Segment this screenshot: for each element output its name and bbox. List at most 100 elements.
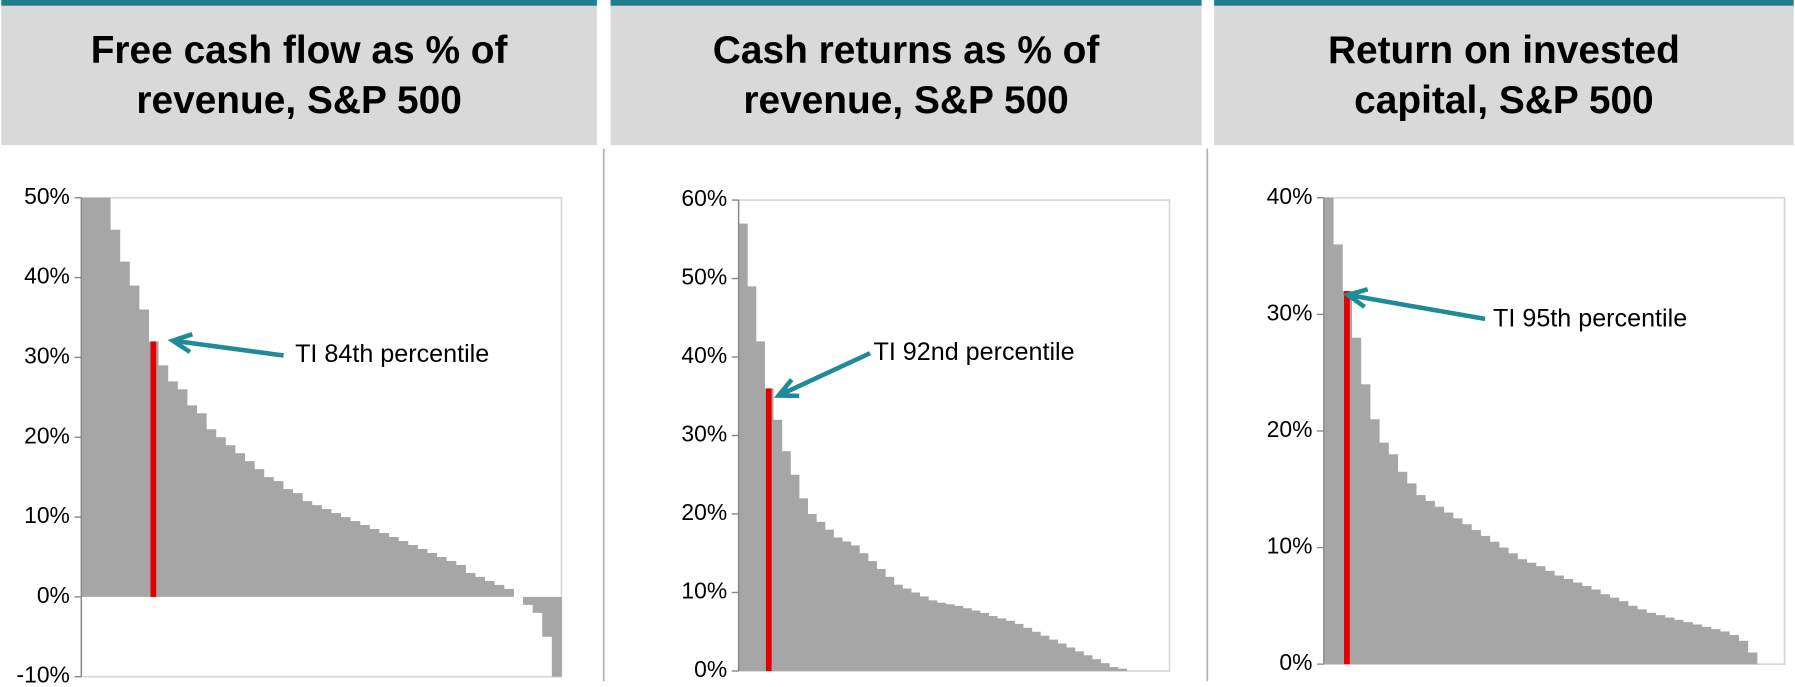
bar — [1609, 597, 1620, 665]
header — [610, 0, 1202, 146]
highlight-bar — [765, 388, 772, 671]
bar — [484, 580, 495, 597]
bar — [369, 529, 380, 597]
bar — [177, 389, 188, 597]
bar — [1563, 579, 1574, 665]
bar — [954, 605, 964, 671]
bar — [292, 493, 303, 597]
y-tick-label: 10% — [1267, 533, 1313, 559]
bar — [254, 469, 265, 597]
bar — [893, 584, 903, 671]
y-tick-label: 0% — [37, 582, 70, 608]
bar — [359, 525, 370, 597]
bar — [330, 513, 342, 597]
bar — [186, 405, 198, 597]
y-tick-label: 20% — [681, 499, 727, 525]
bar — [465, 572, 476, 597]
bar — [90, 197, 101, 597]
header — [1, 0, 597, 146]
bar — [1618, 601, 1629, 665]
bar — [1388, 454, 1399, 665]
bar — [119, 261, 130, 597]
bar — [1066, 647, 1076, 671]
y-tick-label: 10% — [681, 578, 727, 604]
bar — [234, 453, 246, 597]
bar — [523, 596, 534, 605]
bar — [321, 509, 332, 597]
bar — [919, 596, 929, 671]
bar — [1397, 471, 1408, 665]
y-tick-label: 0% — [694, 656, 727, 682]
bar — [1627, 605, 1638, 665]
y-tick-label: 40% — [24, 263, 70, 289]
bar — [196, 413, 207, 597]
bar — [455, 564, 466, 597]
chart-title: revenue, S&P 500 — [743, 79, 1068, 122]
bar — [1048, 639, 1058, 671]
bar — [1416, 495, 1426, 665]
y-tick-label: 40% — [1267, 183, 1313, 209]
y-tick-label: 40% — [681, 342, 727, 368]
bar — [273, 481, 284, 597]
bar — [110, 229, 121, 597]
bar — [1738, 640, 1749, 665]
header-accent — [1214, 0, 1794, 6]
bar — [129, 285, 140, 597]
bar — [1109, 667, 1119, 671]
bar — [1083, 655, 1093, 671]
bar — [1351, 337, 1362, 665]
bar — [1100, 663, 1110, 671]
bar — [979, 612, 990, 671]
bar — [1683, 622, 1693, 665]
header — [1214, 0, 1794, 146]
bar — [1655, 615, 1666, 665]
bar — [816, 521, 826, 671]
bar — [436, 556, 447, 597]
bar — [1443, 512, 1454, 665]
bar — [885, 576, 895, 671]
bar — [1692, 624, 1703, 665]
y-tick-label: 30% — [24, 342, 70, 368]
bar — [790, 474, 800, 671]
bar — [738, 223, 748, 671]
bar — [81, 197, 92, 597]
bar — [282, 489, 294, 597]
annotation: TI 95th percentile — [1493, 305, 1687, 333]
bar — [206, 429, 217, 597]
bar — [1471, 530, 1481, 665]
bar — [962, 608, 972, 671]
chart-title: Return on invested — [1328, 29, 1680, 72]
bar — [945, 604, 955, 671]
bar — [1489, 541, 1500, 665]
bar — [1581, 586, 1592, 665]
y-tick-label: 20% — [24, 422, 70, 448]
header-accent — [610, 0, 1202, 6]
bar — [427, 552, 438, 597]
bar — [532, 596, 543, 613]
y-tick-label: 50% — [24, 183, 70, 209]
bar — [1425, 500, 1435, 665]
decorations — [602, 148, 1209, 682]
bar — [1040, 635, 1050, 671]
bar — [833, 537, 843, 671]
bar — [1014, 623, 1024, 671]
bar — [1452, 518, 1463, 665]
bar — [971, 610, 981, 671]
annotation: TI 84th percentile — [295, 340, 489, 368]
y-tick-label: -10% — [17, 662, 70, 687]
annotation-arrowhead — [773, 378, 800, 399]
bar — [417, 548, 428, 597]
bar — [902, 588, 912, 671]
bar — [215, 437, 226, 597]
bar — [850, 545, 860, 671]
bar — [302, 501, 313, 597]
y-tick-label: 30% — [681, 421, 727, 447]
bar — [1091, 659, 1102, 671]
bar — [1664, 617, 1675, 665]
chart-title: revenue, S&P 500 — [136, 79, 461, 122]
y-tick-label: 30% — [1267, 299, 1313, 325]
bar — [1480, 535, 1491, 665]
bar — [1057, 643, 1067, 671]
bar — [542, 596, 553, 637]
